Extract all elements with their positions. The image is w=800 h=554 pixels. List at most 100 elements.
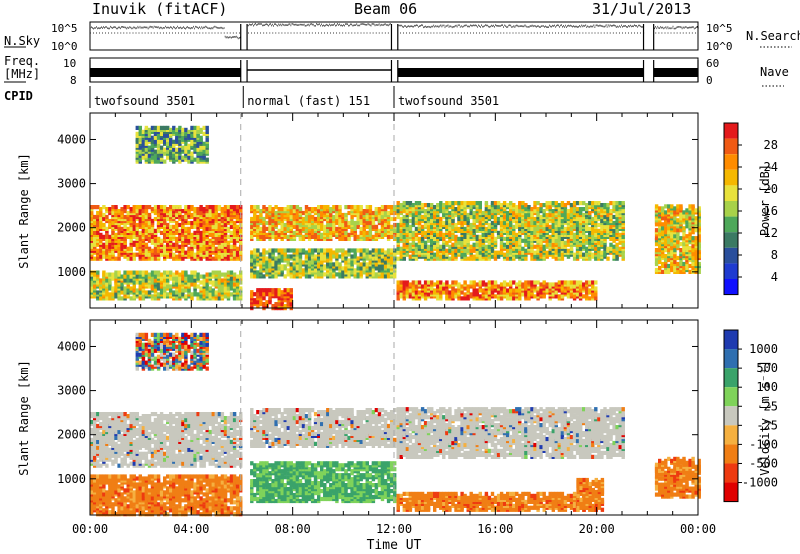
power-cell — [670, 238, 674, 243]
power-cell — [277, 254, 281, 259]
power-cell — [356, 205, 360, 210]
power-cell — [430, 230, 434, 235]
power-cell — [202, 236, 206, 241]
power-cell — [271, 207, 275, 212]
power-cell — [205, 286, 209, 291]
power-cell — [253, 248, 257, 253]
power-cell — [591, 280, 595, 285]
power-cell — [217, 292, 222, 297]
power-cell — [205, 226, 209, 231]
power-cell — [108, 207, 112, 212]
power-cell — [463, 280, 467, 285]
power-cell — [96, 248, 100, 253]
power-cell — [338, 220, 342, 226]
power-cell — [506, 236, 510, 241]
power-cell — [423, 203, 428, 208]
power-cell — [414, 296, 419, 301]
power-cell — [658, 248, 662, 253]
power-cell — [402, 238, 406, 243]
power-cell — [536, 224, 540, 229]
power-cell — [585, 226, 589, 231]
power-cell — [502, 220, 507, 226]
power-cell — [506, 248, 510, 253]
power-cell — [298, 222, 303, 228]
power-cell — [217, 236, 222, 241]
power-cell — [399, 254, 403, 259]
power-cell — [457, 282, 461, 287]
power-cell — [533, 230, 537, 235]
power-cell — [250, 230, 254, 235]
power-cell — [383, 264, 388, 269]
power-cell — [359, 248, 363, 253]
power-cell — [542, 244, 546, 249]
power-cell — [490, 238, 495, 243]
power-cell — [433, 214, 437, 220]
power-cell — [156, 205, 161, 210]
power-cell — [612, 201, 616, 206]
power-cell — [420, 224, 425, 229]
power-cell — [420, 214, 425, 220]
power-cell — [533, 220, 537, 226]
power-cell — [612, 220, 616, 226]
power-cell — [202, 274, 206, 279]
power-cell — [417, 220, 422, 226]
power-cell — [414, 280, 419, 285]
power-cell — [259, 209, 263, 214]
power-cell — [329, 230, 333, 235]
power-cell — [457, 205, 461, 210]
power-cell — [217, 296, 222, 301]
power-cell — [138, 236, 142, 241]
power-cell — [117, 252, 121, 257]
power-cell — [475, 224, 479, 229]
power-cell — [542, 222, 546, 228]
power-cell — [448, 294, 452, 299]
power-cell — [175, 282, 179, 287]
power-cell — [445, 248, 449, 253]
power-cell — [259, 218, 263, 224]
power-cell — [150, 218, 155, 224]
freq-trace — [89, 60, 699, 82]
power-cell — [383, 250, 388, 255]
station-title: Inuvik (fitACF) — [92, 0, 227, 18]
power-cell — [181, 236, 185, 241]
power-cell — [557, 252, 562, 257]
power-cell — [460, 220, 464, 226]
power-cell — [205, 240, 209, 245]
power-cell — [141, 282, 146, 287]
nave-label: Nave — [760, 65, 789, 79]
power-cell — [217, 288, 222, 293]
power-cell — [175, 296, 179, 301]
power-cell — [353, 254, 357, 259]
power-cell — [606, 256, 610, 261]
power-cell — [153, 278, 158, 283]
power-cell — [283, 226, 287, 231]
power-cell — [271, 274, 275, 279]
power-cell — [141, 294, 146, 299]
power-cell — [377, 228, 382, 233]
power-cell — [524, 248, 528, 253]
power-cell — [356, 266, 360, 271]
power-cell — [484, 207, 489, 212]
power-cell — [411, 220, 416, 226]
power-cell — [676, 269, 680, 274]
power-cell — [332, 205, 336, 210]
power-cell — [688, 204, 692, 209]
power-cell — [199, 238, 203, 243]
power-cell — [399, 216, 403, 222]
power-cell — [93, 242, 97, 247]
power-cell — [408, 218, 413, 224]
power-cell — [377, 214, 382, 220]
power-cell — [129, 216, 133, 222]
power-cell — [393, 216, 397, 222]
power-cell — [208, 226, 212, 231]
power-cell — [166, 222, 170, 228]
power-cell — [371, 248, 376, 253]
power-cell — [111, 205, 115, 210]
power-cell — [156, 236, 161, 241]
power-cell — [496, 290, 501, 295]
power-cell — [594, 292, 598, 297]
power-cell — [365, 236, 369, 241]
power-cell — [585, 234, 589, 239]
power-cell — [396, 238, 400, 243]
power-cell — [439, 286, 443, 291]
